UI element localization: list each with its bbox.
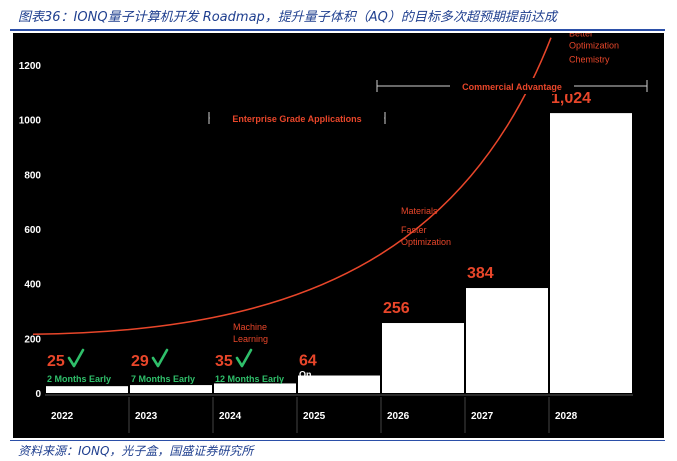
roadmap-bar-chart: 0 200 400 600 800 1000 1200 2022 2023 2024 2025 202… [19, 33, 648, 433]
x-tick-label: 2027 [471, 411, 494, 422]
y-tick-label: 1000 [19, 116, 42, 127]
y-tick-label: 400 [24, 280, 41, 291]
x-tick-label: 2023 [135, 411, 158, 422]
y-tick-label: 600 [24, 225, 41, 236]
capability-curve [32, 37, 552, 335]
value-label: 64 [299, 353, 317, 370]
status-label: On [299, 370, 312, 380]
bar [46, 386, 128, 393]
status-label: Track [299, 381, 324, 391]
curve-label: Learning [233, 334, 268, 344]
curve-label: Machine [233, 322, 267, 332]
x-tick-label: 2022 [51, 411, 74, 422]
value-label: 25 [47, 353, 65, 370]
source-rule [10, 440, 665, 441]
value-label: 29 [131, 353, 149, 370]
status-label: 2 Months Early [47, 374, 111, 384]
check-icon [151, 348, 169, 368]
curve-label: Chemistry [569, 54, 610, 64]
curve-label: Materials [401, 206, 438, 216]
value-label: 384 [467, 265, 494, 282]
y-tick-label: 0 [35, 389, 41, 400]
bar [298, 375, 380, 393]
value-label: 1,024 [551, 90, 591, 107]
x-tick-label: 2025 [303, 411, 326, 422]
check-icon [235, 348, 253, 368]
bar [466, 288, 548, 393]
range-label: Commercial Advantage [462, 82, 562, 92]
x-tick-label: 2028 [555, 411, 578, 422]
source-note: 资料来源：IONQ，光子盒，国盛证券研究所 [18, 444, 254, 458]
curve-label: Optimization [569, 40, 619, 50]
bar [130, 385, 212, 393]
range-label-bg [450, 78, 574, 94]
bar [550, 113, 632, 394]
bar [214, 383, 296, 393]
range-label-bg [209, 110, 385, 126]
range-label: Enterprise Grade Applications [232, 114, 361, 124]
curve-label: Faster [401, 225, 427, 235]
figure-caption: 图表36：IONQ量子计算机开发 Roadmap，提升量子体积（AQ）的目标多次… [18, 10, 557, 25]
bar [382, 323, 464, 393]
x-tick-label: 2024 [219, 411, 242, 422]
y-tick-label: 1200 [19, 61, 42, 72]
caption-rule [10, 29, 665, 31]
status-label: 7 Months Early [131, 374, 195, 384]
x-tick-label: 2026 [387, 411, 410, 422]
check-icon [67, 348, 85, 368]
curve-label: Optimization [401, 237, 451, 247]
value-label: 256 [383, 300, 410, 317]
value-label: 35 [215, 353, 233, 370]
y-tick-label: 800 [24, 170, 41, 181]
chart-panel: 0 200 400 600 800 1000 1200 2022 2023 2024 2025 202… [13, 33, 664, 438]
y-tick-label: 200 [24, 334, 41, 345]
status-label: 12 Months Early [215, 374, 284, 384]
curve-label: Better [569, 33, 593, 38]
